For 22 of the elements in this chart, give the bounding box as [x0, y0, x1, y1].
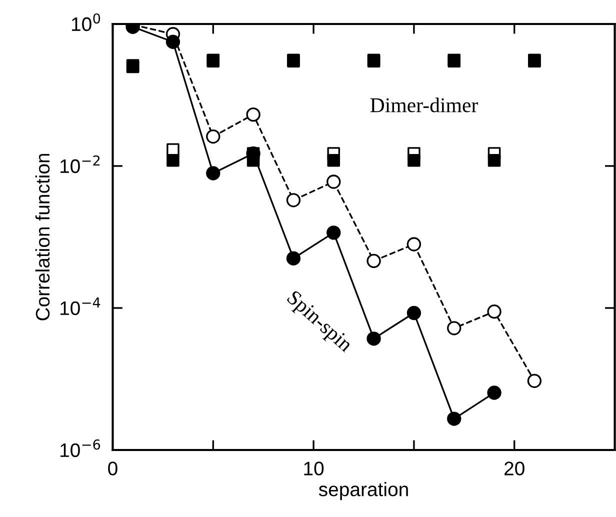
point	[327, 154, 340, 167]
x-tick-label: 20	[504, 462, 524, 476]
point	[447, 412, 462, 426]
point	[166, 154, 180, 167]
y-axis-title: Correlation function	[35, 154, 50, 320]
x-tick-label: 10	[304, 462, 324, 476]
y-tick-label: 10$^{−6}$	[60, 439, 100, 458]
y-tick-label: 10$^{−2}$	[60, 155, 100, 174]
point	[166, 34, 180, 49]
x-axis-title: separation	[318, 482, 408, 500]
point	[326, 226, 341, 240]
point	[406, 306, 422, 320]
point	[366, 332, 381, 346]
y-tick-label: 10$^{0}$	[72, 13, 100, 32]
y-tick-label: 10$^{−4}$	[60, 298, 100, 316]
point	[487, 386, 502, 400]
point	[286, 251, 301, 266]
point	[488, 154, 501, 167]
annotation: Dimer-dimer	[370, 98, 478, 112]
point	[408, 154, 420, 167]
x-tick-label: 0	[108, 462, 118, 476]
point	[206, 166, 220, 180]
